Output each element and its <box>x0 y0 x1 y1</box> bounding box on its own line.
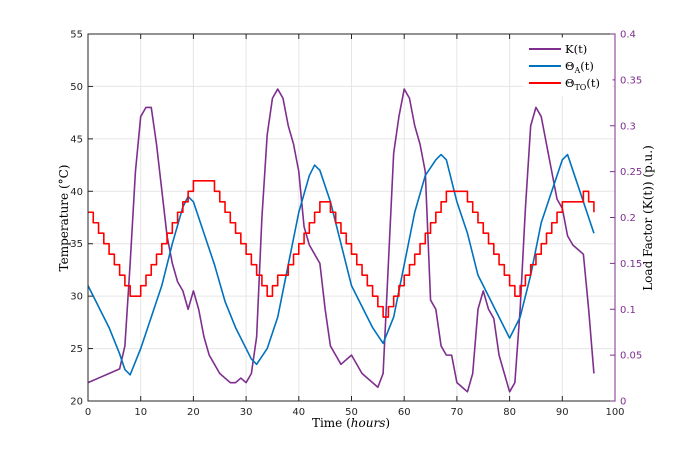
y-left-ticks: 20 25 30 35 40 45 50 55 <box>70 30 93 408</box>
y-right-tick-label: 0.4 <box>620 30 636 41</box>
series-line-theta-TO <box>88 180 595 318</box>
series-line-K <box>87 88 595 393</box>
x-tick-label: 10 <box>134 407 147 418</box>
x-tick-label: 90 <box>556 407 569 418</box>
y-left-tick-label: 40 <box>70 187 83 198</box>
y-left-tick-label: 20 <box>70 397 83 408</box>
x-tick-label: 70 <box>451 407 464 418</box>
x-tick-label: 20 <box>187 407 200 418</box>
legend-label-theta-to: ΘTO(t) <box>565 76 600 92</box>
legend-label-theta-a: ΘA(t) <box>565 59 594 75</box>
y-right-tick-label: 0.1 <box>620 305 636 316</box>
y-right-ticks: 0 0.05 0.1 0.15 0.2 0.25 0.3 0.35 0.4 <box>610 30 642 408</box>
y-right-tick-label: 0 <box>620 397 626 408</box>
y-left-tick-label: 45 <box>70 134 83 145</box>
y-left-tick-label: 25 <box>70 344 83 355</box>
x-tick-label: 80 <box>503 407 516 418</box>
x-tick-label: 100 <box>605 407 624 418</box>
legend-label-k: K(t) <box>565 42 587 56</box>
y-right-tick-label: 0.25 <box>620 167 642 178</box>
legend-entry-theta-a: ΘA(t) <box>529 59 594 75</box>
y-left-tick-label: 50 <box>70 82 83 93</box>
legend-entry-k: K(t) <box>529 42 587 56</box>
x-tick-label: 60 <box>398 407 411 418</box>
x-tick-label: 0 <box>85 407 91 418</box>
series-layer <box>87 88 595 393</box>
x-axis-label: Time (hours) <box>312 416 390 430</box>
y-right-tick-label: 0.15 <box>620 259 642 270</box>
x-tick-label: 30 <box>240 407 253 418</box>
y-right-tick-label: 0.3 <box>620 121 636 132</box>
y-right-axis-label: Load Factor (K(t)) (p.u.) <box>641 145 655 291</box>
y-left-tick-label: 55 <box>70 30 83 41</box>
y-right-tick-label: 0.2 <box>620 213 636 224</box>
x-ticks: 0 10 20 30 40 50 60 70 80 90 100 <box>85 34 625 418</box>
legend: K(t) ΘA(t) ΘTO(t) <box>523 37 613 97</box>
x-tick-label: 40 <box>292 407 305 418</box>
y-left-tick-label: 35 <box>70 239 83 250</box>
legend-entry-theta-to: ΘTO(t) <box>529 76 600 92</box>
x-tick-label: 50 <box>345 407 358 418</box>
y-right-tick-label: 0.35 <box>620 75 642 86</box>
y-right-tick-label: 0.05 <box>620 351 642 362</box>
y-left-axis-label: Temperature (°C) <box>57 165 71 272</box>
y-left-tick-label: 30 <box>70 292 83 303</box>
